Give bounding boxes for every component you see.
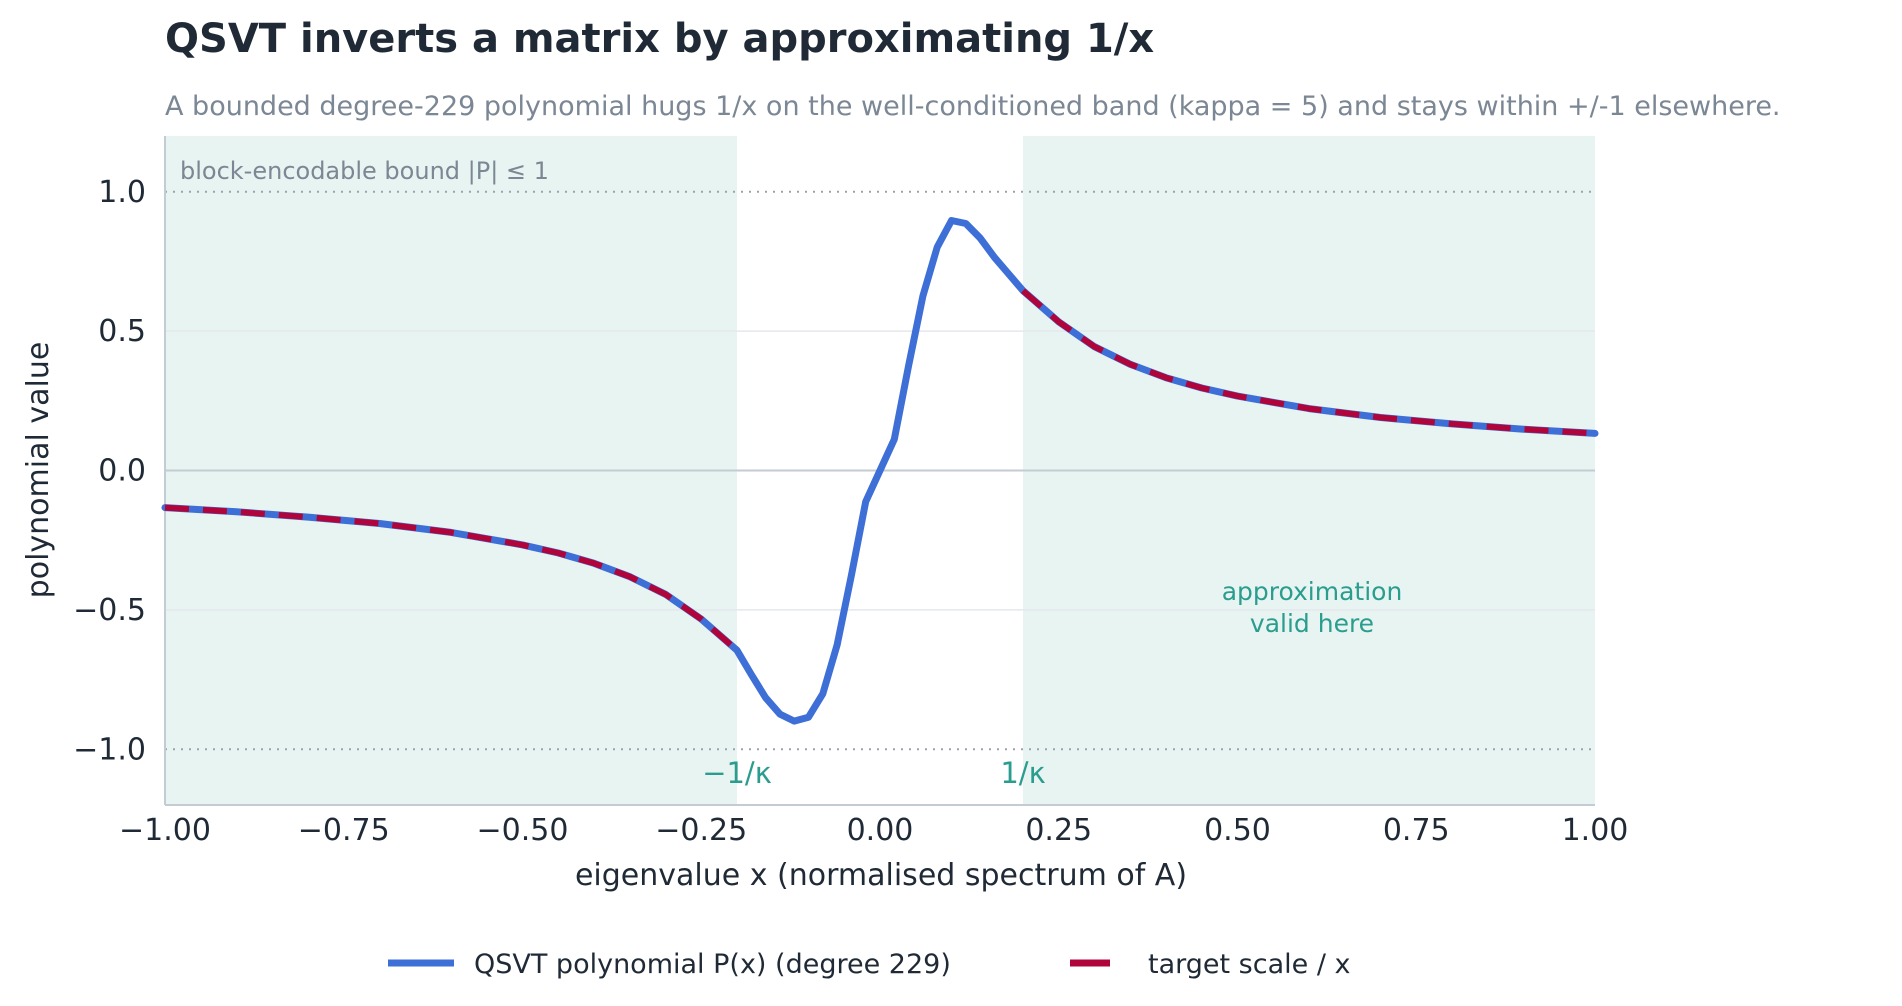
x-tick-label-8: 1.00 bbox=[1562, 813, 1629, 848]
axes bbox=[164, 136, 1595, 806]
legend: QSVT polynomial P(x) (degree 229) target… bbox=[388, 949, 1351, 980]
y-tick-label-2: 0.0 bbox=[98, 454, 146, 489]
chart-subtitle: A bounded degree-229 polynomial hugs 1/x… bbox=[165, 91, 1781, 122]
y-tick-label-1: −0.5 bbox=[73, 593, 146, 628]
series-target-line-positive bbox=[1021, 288, 1596, 437]
valid-annotation-line1: approximation bbox=[1222, 577, 1403, 606]
x-tick-label-5: 0.25 bbox=[1025, 813, 1092, 848]
x-tick-label-3: −0.25 bbox=[655, 813, 747, 848]
y-tick-label-0: −1.0 bbox=[73, 732, 146, 767]
x-axis-label: eigenvalue x (normalised spectrum of A) bbox=[575, 858, 1187, 893]
valid-annotation-line2: valid here bbox=[1250, 609, 1374, 638]
x-tick-label-2: −0.50 bbox=[477, 813, 569, 848]
x-tick-label-4: 0.00 bbox=[847, 813, 914, 848]
pos-kappa-label: 1/κ bbox=[1000, 756, 1045, 790]
legend-label-polynomial: QSVT polynomial P(x) (degree 229) bbox=[474, 949, 951, 980]
y-tick-labels: −1.0 −0.5 0.0 0.5 1.0 bbox=[73, 175, 146, 768]
x-tick-labels: −1.00 −0.75 −0.50 −0.25 0.00 0.25 0.50 0.75 1.00 bbox=[119, 813, 1628, 848]
bound-annotation: block-encodable bound |P| ≤ 1 bbox=[180, 157, 549, 185]
y-tick-label-3: 0.5 bbox=[98, 314, 146, 349]
x-tick-label-6: 0.50 bbox=[1204, 813, 1271, 848]
legend-label-target: target scale / x bbox=[1148, 949, 1351, 980]
x-tick-label-1: −0.75 bbox=[298, 813, 390, 848]
neg-kappa-label: −1/κ bbox=[702, 756, 772, 790]
x-tick-label-0: −1.00 bbox=[119, 813, 211, 848]
series-lines bbox=[161, 217, 1599, 725]
x-tick-label-7: 0.75 bbox=[1383, 813, 1450, 848]
y-axis-label: polynomial value bbox=[21, 342, 56, 599]
chart-title: QSVT inverts a matrix by approximating 1… bbox=[165, 16, 1154, 62]
series-target-line-negative bbox=[164, 504, 739, 653]
y-tick-label-4: 1.0 bbox=[98, 175, 146, 210]
